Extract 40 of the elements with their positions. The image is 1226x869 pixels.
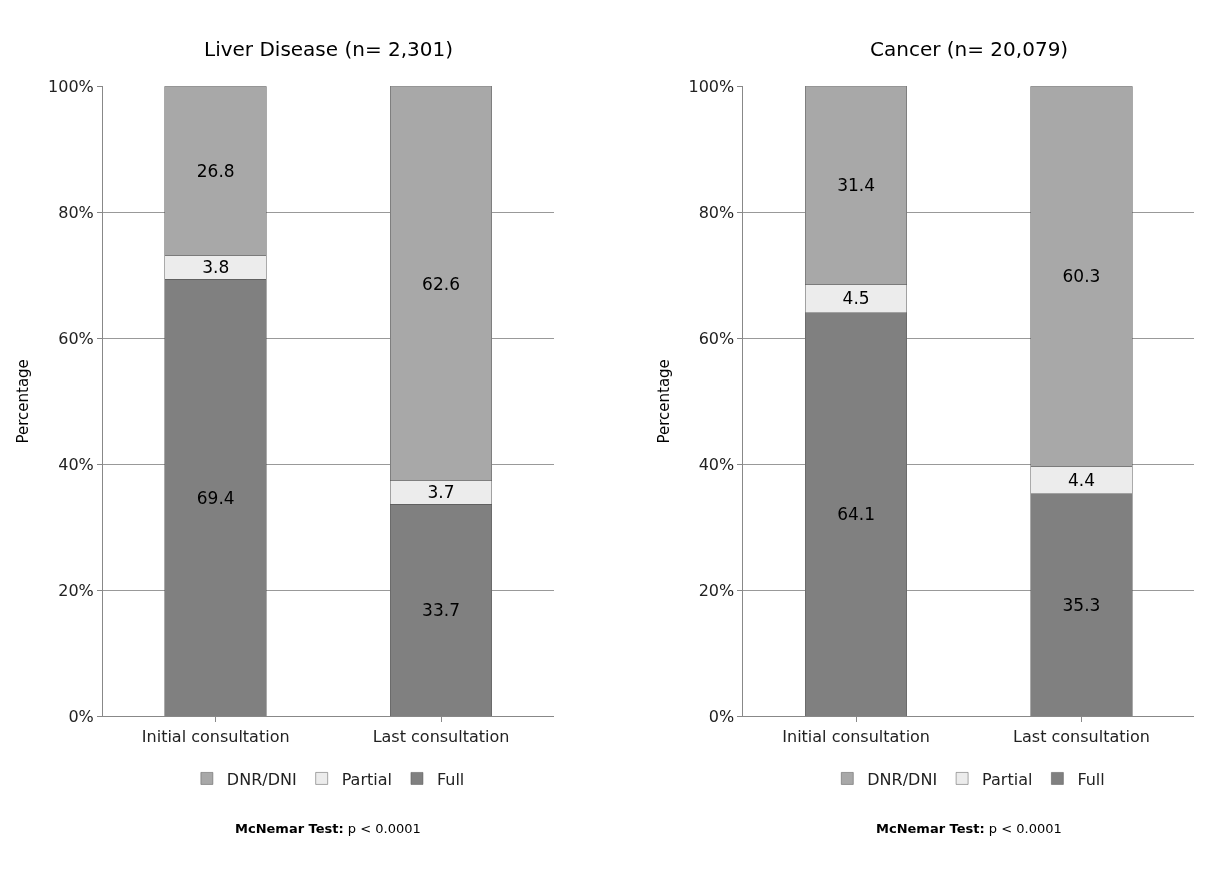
y-tick-label: 0% [708,706,735,726]
chart-title: Cancer (n= 20,079) [870,37,1069,61]
y-tick-label: 20% [58,580,94,600]
legend-label: DNR/DNI [226,769,297,789]
x-tick-label: Last consultation [1013,726,1150,746]
data-label: 35.3 [1062,595,1101,616]
data-label: 26.8 [196,160,235,181]
data-label: 69.4 [196,487,235,508]
text: McNemar Test: p < 0.0001 [876,821,1062,836]
y-axis-title: Percentage [654,359,673,444]
data-label: 3.7 [427,482,455,503]
y-tick-label: 100% [48,76,94,96]
y-axis-title: Percentage [14,359,33,444]
legend-label: Full [436,769,465,789]
y-tick-label: 80% [698,202,735,222]
y-tick-label: 100% [688,76,735,96]
text: McNemar Test: p < 0.0001 [235,821,421,836]
data-label: 4.5 [842,288,870,309]
y-tick-label: 0% [68,706,94,726]
legend-label: DNR/DNI [867,769,938,789]
data-label: 33.7 [422,600,460,621]
data-label: 31.4 [837,175,876,196]
y-tick-label: 40% [58,454,94,474]
y-tick-label: 60% [58,328,94,348]
y-tick-label: 20% [698,580,735,600]
legend-label: Full [1077,769,1105,789]
data-label: 64.1 [837,504,876,525]
y-tick-label: 60% [698,328,735,348]
y-tick-label: 80% [58,202,94,222]
x-tick-label: Initial consultation [141,726,290,746]
legend-label: Partial [982,769,1033,789]
chart-title: Liver Disease (n= 2,301) [204,37,454,61]
x-tick-label: Last consultation [372,726,510,746]
data-label: 60.3 [1062,266,1101,287]
data-label: 62.6 [422,273,460,294]
legend-label: Partial [341,769,392,789]
y-tick-label: 40% [698,454,735,474]
data-label: 4.4 [1067,470,1095,491]
x-tick-label: Initial consultation [782,726,930,746]
data-label: 3.8 [202,257,230,278]
